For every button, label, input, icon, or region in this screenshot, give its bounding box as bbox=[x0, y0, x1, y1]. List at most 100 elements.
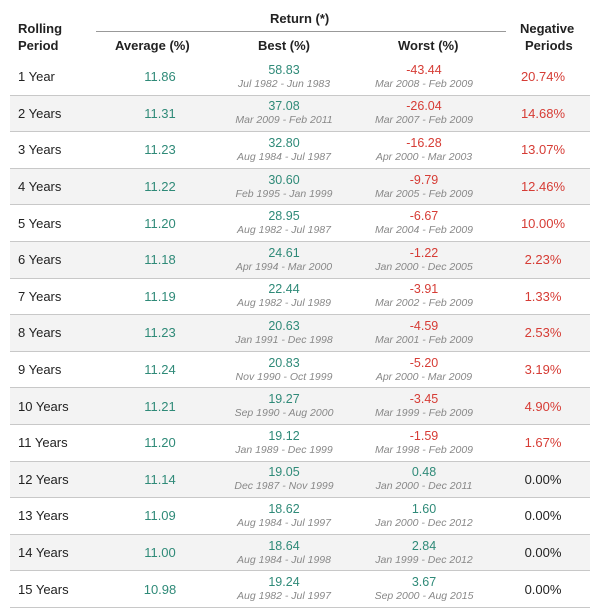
worst-value: -9.79 bbox=[409, 172, 439, 187]
worst-cell: -3.45 Mar 1999 - Feb 2009 bbox=[352, 387, 496, 425]
header-period: Period bbox=[18, 38, 59, 53]
best-value: 19.05 bbox=[268, 465, 300, 480]
header-negative: Negative bbox=[520, 21, 575, 36]
best-value: 19.12 bbox=[268, 428, 300, 443]
table-row: 2 Years 11.31 37.08 Mar 2009 - Feb 2011 -26.… bbox=[10, 95, 590, 133]
worst-cell: -3.91 Mar 2002 - Feb 2009 bbox=[352, 278, 496, 316]
worst-value: -1.59 bbox=[409, 428, 439, 443]
header-rolling: Rolling bbox=[18, 21, 63, 36]
worst-date-range: Mar 1999 - Feb 2009 bbox=[374, 407, 474, 420]
average-cell: 11.24 bbox=[104, 351, 216, 389]
period-cell: 13 Years bbox=[10, 497, 104, 535]
worst-value: -16.28 bbox=[406, 135, 442, 150]
period-cell: 11 Years bbox=[10, 424, 104, 462]
header-best: Best (%) bbox=[258, 38, 311, 53]
header-periods: Periods bbox=[525, 38, 573, 53]
table-row: 11 Years 11.20 19.12 Jan 1989 - Dec 1999 -1.… bbox=[10, 424, 590, 462]
negative-periods-cell: 12.46% bbox=[496, 168, 590, 206]
best-cell: 22.44 Aug 1982 - Jul 1989 bbox=[216, 278, 352, 316]
table-row: 5 Years 11.20 28.95 Aug 1982 - Jul 1987 -6.6… bbox=[10, 204, 590, 242]
best-value: 24.61 bbox=[268, 245, 300, 260]
best-date-range: Aug 1984 - Jul 1987 bbox=[237, 150, 331, 163]
best-cell: 24.61 Apr 1994 - Mar 2000 bbox=[216, 241, 352, 279]
worst-date-range: Mar 2007 - Feb 2009 bbox=[374, 114, 474, 127]
worst-cell: -1.59 Mar 1998 - Feb 2009 bbox=[352, 424, 496, 462]
best-cell: 19.12 Jan 1989 - Dec 1999 bbox=[216, 424, 352, 462]
period-cell: 2 Years bbox=[10, 95, 104, 133]
period-cell: 4 Years bbox=[10, 168, 104, 206]
period-cell: 7 Years bbox=[10, 278, 104, 316]
best-cell: 20.63 Jan 1991 - Dec 1998 bbox=[216, 314, 352, 352]
table-row: 10 Years 11.21 19.27 Sep 1990 - Aug 2000 -3.… bbox=[10, 387, 590, 425]
best-date-range: Jul 1982 - Jun 1983 bbox=[237, 77, 331, 90]
average-cell: 11.14 bbox=[104, 461, 216, 499]
best-date-range: Sep 1990 - Aug 2000 bbox=[234, 407, 334, 420]
worst-date-range: Apr 2000 - Mar 2009 bbox=[375, 370, 473, 383]
best-cell: 37.08 Mar 2009 - Feb 2011 bbox=[216, 95, 352, 133]
average-cell: 11.31 bbox=[104, 95, 216, 133]
worst-date-range: Mar 2005 - Feb 2009 bbox=[374, 187, 474, 200]
average-cell: 11.23 bbox=[104, 131, 216, 169]
best-value: 32.80 bbox=[268, 135, 300, 150]
average-cell: 11.19 bbox=[104, 278, 216, 316]
table-row: 12 Years 11.14 19.05 Dec 1987 - Nov 1999 0.4… bbox=[10, 461, 590, 499]
best-value: 20.63 bbox=[268, 318, 300, 333]
negative-periods-cell: 14.68% bbox=[496, 95, 590, 133]
worst-cell: -4.59 Mar 2001 - Feb 2009 bbox=[352, 314, 496, 352]
best-value: 20.83 bbox=[268, 355, 300, 370]
best-date-range: Apr 1994 - Mar 2000 bbox=[235, 260, 333, 273]
worst-cell: -1.22 Jan 2000 - Dec 2005 bbox=[352, 241, 496, 279]
worst-date-range: Jan 2000 - Dec 2005 bbox=[375, 260, 473, 273]
table-row: 6 Years 11.18 24.61 Apr 1994 - Mar 2000 -1.2… bbox=[10, 241, 590, 279]
worst-date-range: Jan 1999 - Dec 2012 bbox=[375, 553, 473, 566]
best-value: 58.83 bbox=[268, 62, 300, 77]
best-cell: 28.95 Aug 1982 - Jul 1987 bbox=[216, 204, 352, 242]
average-cell: 11.20 bbox=[104, 424, 216, 462]
worst-date-range: Mar 2002 - Feb 2009 bbox=[374, 297, 474, 310]
period-cell: 3 Years bbox=[10, 131, 104, 169]
worst-date-range: Mar 2004 - Feb 2009 bbox=[374, 224, 474, 237]
best-cell: 32.80 Aug 1984 - Jul 1987 bbox=[216, 131, 352, 169]
period-cell: 1 Year bbox=[10, 59, 104, 96]
worst-value: 3.67 bbox=[411, 575, 437, 590]
worst-date-range: Apr 2000 - Mar 2003 bbox=[375, 150, 473, 163]
worst-cell: -9.79 Mar 2005 - Feb 2009 bbox=[352, 168, 496, 206]
table-row: 14 Years 11.00 18.64 Aug 1984 - Jul 1998 2.8… bbox=[10, 534, 590, 572]
negative-periods-cell: 13.07% bbox=[496, 131, 590, 169]
worst-cell: 1.60 Jan 2000 - Dec 2012 bbox=[352, 497, 496, 535]
negative-periods-cell: 4.90% bbox=[496, 387, 590, 425]
table-row: 13 Years 11.09 18.62 Aug 1984 - Jul 1997 1.6… bbox=[10, 497, 590, 535]
table-row: 3 Years 11.23 32.80 Aug 1984 - Jul 1987 -16.… bbox=[10, 131, 590, 169]
best-date-range: Mar 2009 - Feb 2011 bbox=[235, 114, 333, 127]
worst-date-range: Mar 1998 - Feb 2009 bbox=[374, 443, 474, 456]
period-cell: 6 Years bbox=[10, 241, 104, 279]
best-value: 19.27 bbox=[268, 392, 300, 407]
table-row: 7 Years 11.19 22.44 Aug 1982 - Jul 1989 -3.9… bbox=[10, 278, 590, 316]
worst-value: -26.04 bbox=[406, 99, 442, 114]
best-cell: 30.60 Feb 1995 - Jan 1999 bbox=[216, 168, 352, 206]
worst-value: -3.45 bbox=[409, 392, 439, 407]
negative-periods-cell: 0.00% bbox=[496, 497, 590, 535]
best-cell: 18.62 Aug 1984 - Jul 1997 bbox=[216, 497, 352, 535]
header-return-group: Return (*) bbox=[270, 11, 330, 26]
average-cell: 11.22 bbox=[104, 168, 216, 206]
worst-date-range: Mar 2008 - Feb 2009 bbox=[374, 77, 474, 90]
worst-cell: -16.28 Apr 2000 - Mar 2003 bbox=[352, 131, 496, 169]
period-cell: 12 Years bbox=[10, 461, 104, 499]
best-cell: 18.64 Aug 1984 - Jul 1998 bbox=[216, 534, 352, 572]
best-value: 37.08 bbox=[268, 99, 300, 114]
negative-periods-cell: 10.00% bbox=[496, 204, 590, 242]
table-row: 1 Year 11.86 58.83 Jul 1982 - Jun 1983 -43.4… bbox=[10, 59, 590, 96]
best-value: 28.95 bbox=[268, 209, 300, 224]
best-date-range: Feb 1995 - Jan 1999 bbox=[235, 187, 333, 200]
worst-value: -5.20 bbox=[409, 355, 439, 370]
best-value: 18.62 bbox=[268, 501, 300, 516]
average-cell: 11.18 bbox=[104, 241, 216, 279]
best-cell: 19.05 Dec 1987 - Nov 1999 bbox=[216, 461, 352, 499]
best-value: 19.24 bbox=[268, 575, 300, 590]
table-row: 4 Years 11.22 30.60 Feb 1995 - Jan 1999 -9.7… bbox=[10, 168, 590, 206]
worst-cell: -6.67 Mar 2004 - Feb 2009 bbox=[352, 204, 496, 242]
worst-value: -6.67 bbox=[409, 209, 439, 224]
best-cell: 19.27 Sep 1990 - Aug 2000 bbox=[216, 387, 352, 425]
worst-cell: 2.84 Jan 1999 - Dec 2012 bbox=[352, 534, 496, 572]
